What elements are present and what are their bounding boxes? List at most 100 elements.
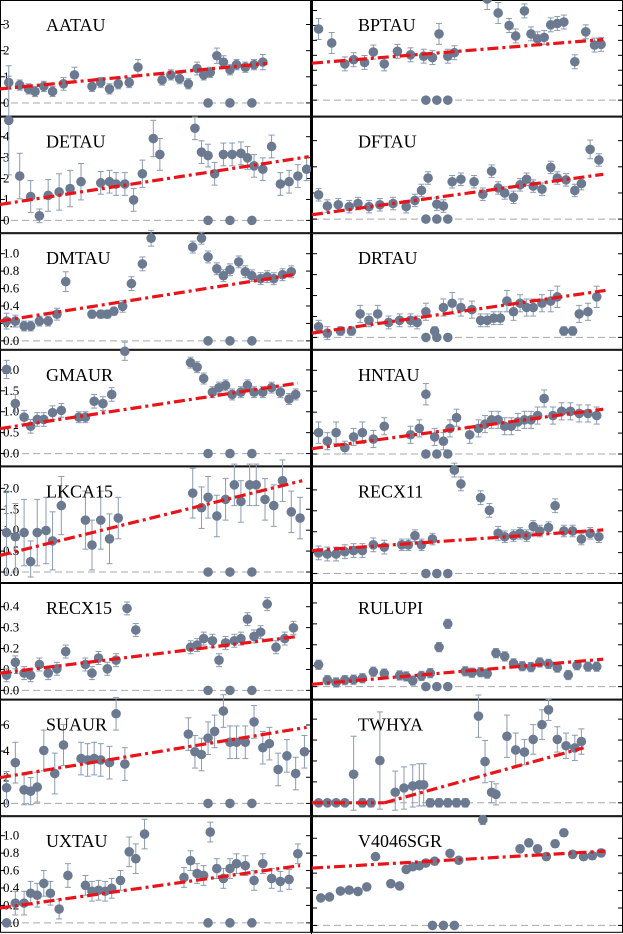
data-point <box>348 54 359 65</box>
data-point <box>313 24 324 34</box>
data-point <box>344 201 355 212</box>
data-point <box>227 149 237 160</box>
data-point <box>104 84 115 94</box>
data-point <box>469 176 479 187</box>
data-point <box>10 531 21 542</box>
panel-bptau: 024681012BPTAU <box>311 0 623 117</box>
data-point <box>379 421 390 432</box>
y-tick-label: 4 <box>3 129 10 144</box>
fit-line <box>0 725 307 780</box>
data-point <box>19 412 29 422</box>
data-point <box>591 410 602 421</box>
fit-line <box>311 849 606 870</box>
data-point <box>56 405 67 416</box>
panel-title: DFTAU <box>358 132 417 152</box>
data-point <box>130 625 141 635</box>
data-point <box>231 59 242 70</box>
data-point <box>192 362 202 372</box>
data-point <box>394 881 405 891</box>
data-point-zero <box>247 567 257 577</box>
data-point <box>284 874 294 885</box>
y-tick-label: 0.8 <box>3 263 19 278</box>
panel-title: DRTAU <box>358 248 417 268</box>
data-point <box>379 59 390 69</box>
data-point <box>539 32 549 43</box>
data-point-zero <box>421 681 431 692</box>
data-point <box>372 309 383 319</box>
data-point <box>299 746 310 757</box>
data-point-zero <box>421 568 431 579</box>
data-point <box>242 380 253 391</box>
data-point <box>275 387 286 397</box>
data-point <box>203 492 213 503</box>
data-point <box>113 513 124 523</box>
data-point <box>258 858 268 869</box>
data-point <box>209 726 220 737</box>
data-point <box>198 633 209 644</box>
data-point-zero <box>427 920 438 931</box>
data-point <box>379 668 390 679</box>
data-point <box>43 668 53 678</box>
panel-frame <box>0 349 311 467</box>
data-point <box>218 149 229 160</box>
data-point <box>32 782 43 792</box>
panel-title: LKCA15 <box>46 481 113 501</box>
data-point <box>375 755 385 766</box>
panel-lkca15: 0.00.51.01.52.0 LKCA15 <box>0 459 311 583</box>
fit-line <box>311 407 604 451</box>
data-point <box>331 549 341 559</box>
data-point <box>39 878 49 889</box>
data-point <box>412 317 422 328</box>
data-point <box>333 199 344 210</box>
data-point <box>34 659 45 670</box>
data-point <box>275 876 286 887</box>
data-point <box>225 264 235 275</box>
data-point <box>218 706 229 716</box>
data-point-zero <box>225 215 235 226</box>
data-point <box>120 759 130 769</box>
data-point <box>1 527 12 538</box>
data-point <box>25 670 36 681</box>
data-point-zero <box>432 449 442 459</box>
data-point <box>128 195 139 205</box>
fit-line <box>311 528 604 553</box>
data-point <box>499 651 510 662</box>
data-point-zero <box>247 98 257 108</box>
data-point <box>460 798 471 808</box>
data-point <box>594 531 604 542</box>
data-point <box>473 711 484 721</box>
data-point <box>137 168 148 179</box>
data-point <box>87 81 97 92</box>
fit-line <box>311 657 604 686</box>
data-point <box>313 427 324 438</box>
data-point <box>335 886 346 896</box>
data-point <box>205 827 216 837</box>
data-point-zero <box>203 215 213 226</box>
data-point <box>427 52 438 63</box>
data-point <box>247 270 257 281</box>
data-point <box>574 309 584 319</box>
data-point <box>212 50 222 61</box>
data-point <box>488 313 499 323</box>
y-tick-label: 2.0 <box>3 480 19 495</box>
data-point <box>322 201 333 211</box>
data-point <box>442 798 453 808</box>
data-point <box>570 185 580 196</box>
data-point-zero <box>225 685 235 696</box>
data-point <box>493 8 503 18</box>
data-point <box>203 733 213 744</box>
data-point <box>69 70 80 80</box>
data-point <box>41 525 51 536</box>
data-point <box>322 436 333 446</box>
data-point <box>95 755 106 765</box>
data-point <box>561 175 571 185</box>
data-point <box>106 389 117 400</box>
data-point-zero <box>247 685 257 696</box>
data-point <box>32 414 43 425</box>
fit-line <box>311 37 604 65</box>
y-tick-label: 4 <box>3 743 10 758</box>
panel-dftau: 051015DFTAU <box>311 116 623 234</box>
data-point <box>348 432 359 442</box>
y-tick-label: 0.0 <box>3 333 19 348</box>
